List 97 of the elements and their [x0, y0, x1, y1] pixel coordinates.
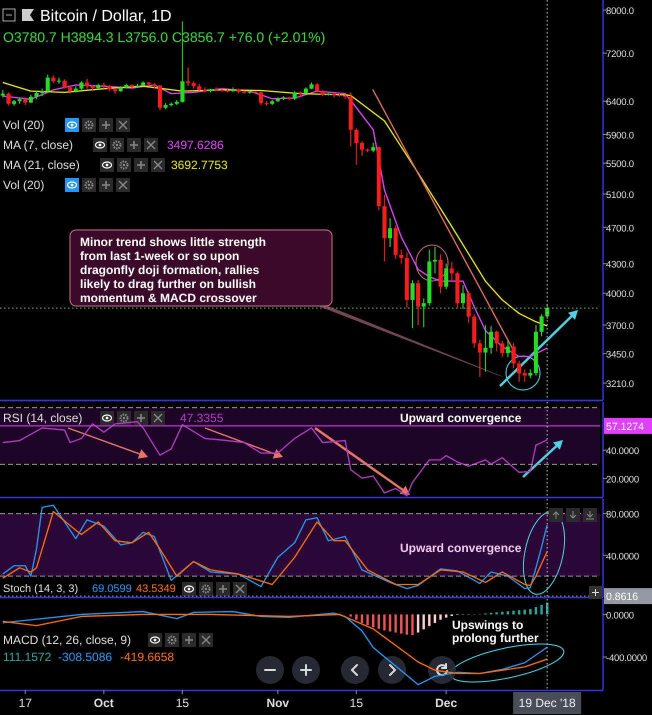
candlestick [410, 280, 414, 329]
x-tick-label: Oct [94, 696, 114, 710]
candlestick [489, 326, 494, 354]
annotation: Vol (20) [3, 178, 44, 192]
candlestick [46, 74, 50, 93]
candlestick [371, 142, 376, 153]
annotation: 69.0599 [92, 583, 132, 595]
candlestick [478, 339, 482, 378]
y-tick-label: 8000.0 [606, 6, 634, 18]
bar [355, 614, 358, 620]
annotation: Stoch (14, 3, 3) [3, 583, 78, 595]
candlestick [416, 280, 420, 326]
annotation: Upward convergence [400, 411, 522, 425]
annotation: Minor trend shows little strength from last 1-week or so upon dragonfly doji formation, rallies likely to drag further on bullish momentum & MACD crossover [80, 235, 266, 305]
annotation: RSI (14, close) [3, 411, 82, 425]
annotation: -308.5086 [58, 650, 112, 664]
annotation: Vol (20) [3, 118, 44, 132]
candlestick [432, 246, 437, 274]
candlestick [354, 128, 358, 166]
x-tick-label: Nov [266, 696, 290, 710]
bar [406, 614, 408, 635]
y-tick-label: 4300.0 [606, 260, 634, 271]
y-tick-label: 4000.0 [606, 289, 634, 300]
bar [444, 614, 448, 618]
candlestick [84, 78, 89, 90]
ref-line-label: 19 Dec '18 [518, 696, 576, 710]
candlestick [158, 84, 162, 111]
candlestick [422, 298, 426, 328]
annotation: Upward convergence [400, 541, 522, 555]
candlestick [388, 218, 392, 248]
y-tick-label: 6400.0 [606, 97, 634, 108]
y-tick-label: 0.0000 [606, 610, 634, 622]
candlestick [511, 342, 516, 369]
candlestick [460, 284, 465, 310]
line-series [2, 610, 548, 686]
candlestick [540, 314, 544, 337]
annotation: 43.5349 [136, 583, 176, 595]
annotation: 111.1572 [3, 650, 52, 664]
annotation: MA (21, close) [3, 158, 80, 172]
bar [428, 614, 431, 626]
candlestick [62, 78, 67, 90]
candlestick [6, 92, 10, 106]
annotation: -419.6658 [120, 650, 174, 664]
bar [506, 611, 510, 614]
annotation: Upswings to prolong further [452, 618, 539, 645]
bar [529, 609, 532, 614]
bar [422, 614, 425, 630]
bar [350, 614, 352, 617]
candlestick [545, 304, 550, 320]
y-tick-label: 3700.0 [606, 321, 634, 332]
y-tick-label: 80.0000 [606, 510, 639, 521]
bar [372, 614, 374, 628]
bar [524, 610, 526, 614]
bar [416, 614, 420, 633]
y-tick-label: 40.0000 [606, 446, 639, 458]
bar [434, 614, 436, 623]
bar [394, 614, 397, 633]
candlestick [483, 324, 488, 372]
x-tick-label: 17 [18, 696, 32, 710]
bar [501, 612, 504, 614]
annotation: MA (7, close) [3, 138, 74, 152]
bar [366, 614, 369, 626]
candlestick [450, 261, 454, 282]
y-tick-label: 5500.0 [606, 159, 634, 170]
ref-line-label: 0.8616 [606, 591, 638, 604]
annotation: MACD (12, 26, close, 9) [3, 633, 132, 647]
candlestick [399, 249, 404, 264]
text: Bitcoin / Dollar, 1D [40, 8, 172, 25]
y-tick-label: 7200.0 [606, 49, 634, 60]
y-tick-label: 20.0000 [606, 474, 639, 486]
y-tick-label: 40.0000 [606, 551, 639, 562]
x-tick-label: 15 [350, 696, 364, 710]
candlestick [506, 340, 510, 358]
y-tick-label: 4700.0 [606, 223, 634, 234]
bar [378, 614, 380, 629]
annotation: 3692.7753 [171, 158, 228, 172]
y-tick-label: 3210.0 [606, 379, 634, 390]
candlestick [466, 290, 471, 324]
line-series [2, 614, 548, 674]
y-tick-label: 3450.0 [606, 350, 634, 361]
y-tick-label: 5100.0 [606, 190, 634, 201]
candlestick [494, 330, 499, 352]
y-tick-label: 5900.0 [606, 130, 634, 142]
y-tick-label: -400.0000 [606, 653, 647, 664]
bar [400, 614, 402, 634]
candlestick [315, 82, 320, 93]
annotation: 47.3355 [180, 411, 224, 425]
bar [518, 610, 520, 614]
ref-line-label: 57.1274 [606, 420, 644, 433]
candlestick [444, 263, 448, 290]
candlestick [500, 340, 504, 358]
bar [534, 606, 538, 614]
x-tick-label: 15 [176, 696, 190, 710]
candlestick [360, 140, 364, 156]
annotation: 3497.6286 [167, 138, 224, 152]
bar [383, 614, 386, 630]
x-tick-label: Dec [435, 696, 458, 710]
